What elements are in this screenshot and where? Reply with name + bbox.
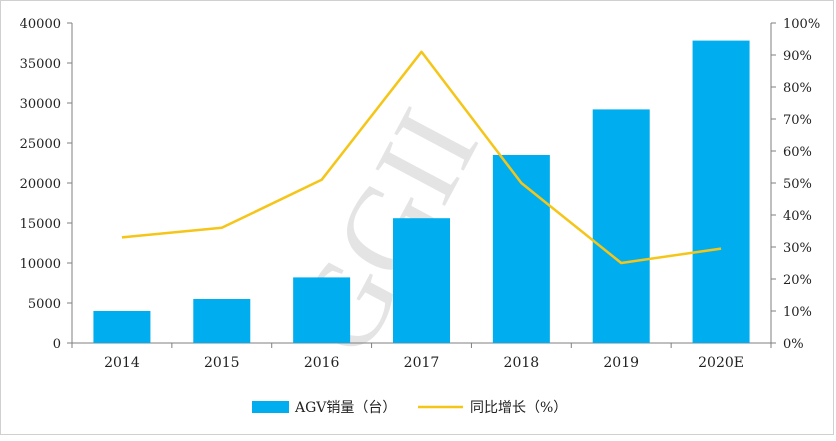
category-labels: 2014 2015 2016 2017 2018 2019 2020E xyxy=(72,343,771,371)
bar xyxy=(393,218,450,343)
right-axis-ticks: 0% 10% 20% 30% 40% 50% 60% 70% 80% 90% 100% xyxy=(771,17,820,352)
right-tick-label: 100% xyxy=(783,17,820,32)
left-tick-label: 30000 xyxy=(20,97,61,112)
right-tick-label: 70% xyxy=(783,113,812,128)
left-tick-label: 5000 xyxy=(28,297,61,312)
legend-line-label: 同比增长（%） xyxy=(470,400,567,416)
bar xyxy=(93,311,150,343)
right-tick-label: 60% xyxy=(783,145,812,160)
left-axis-ticks: 0 5000 10000 15000 20000 25000 30000 35000 40000 xyxy=(20,17,72,352)
category-label: 2014 xyxy=(104,355,140,371)
legend: AGV销量（台） 同比增长（%） xyxy=(252,400,567,416)
bar xyxy=(693,41,750,343)
right-tick-label: 10% xyxy=(783,305,812,320)
category-label: 2019 xyxy=(603,355,639,371)
right-tick-label: 90% xyxy=(783,49,812,64)
bar xyxy=(293,277,350,343)
right-tick-label: 50% xyxy=(783,177,812,192)
right-tick-label: 80% xyxy=(783,81,812,96)
category-label: 2018 xyxy=(504,355,540,371)
category-label: 2016 xyxy=(304,355,340,371)
category-label: 2017 xyxy=(404,355,440,371)
left-tick-label: 15000 xyxy=(20,217,61,232)
left-tick-label: 40000 xyxy=(20,17,61,32)
category-label: 2020E xyxy=(698,355,744,371)
left-tick-label: 25000 xyxy=(20,137,61,152)
left-tick-label: 35000 xyxy=(20,57,61,72)
right-tick-label: 40% xyxy=(783,209,812,224)
left-tick-label: 10000 xyxy=(20,257,61,272)
right-tick-label: 30% xyxy=(783,241,812,256)
legend-bar-swatch xyxy=(252,401,289,413)
bar xyxy=(593,109,650,343)
left-tick-label: 0 xyxy=(53,337,61,352)
legend-bar-label: AGV销量（台） xyxy=(294,400,396,416)
bar xyxy=(193,299,250,343)
left-tick-label: 20000 xyxy=(20,177,61,192)
category-label: 2015 xyxy=(204,355,240,371)
right-tick-label: 0% xyxy=(783,337,804,352)
right-tick-label: 20% xyxy=(783,273,812,288)
